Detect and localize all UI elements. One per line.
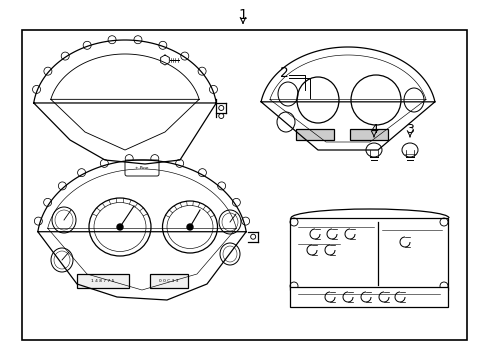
FancyBboxPatch shape <box>295 129 333 140</box>
FancyBboxPatch shape <box>150 274 187 288</box>
FancyBboxPatch shape <box>125 160 159 176</box>
Circle shape <box>117 224 123 230</box>
Text: 3: 3 <box>405 122 413 135</box>
Text: 0 0 C 3 3: 0 0 C 3 3 <box>159 279 179 283</box>
FancyBboxPatch shape <box>349 129 387 140</box>
Text: 1: 1 <box>238 8 247 22</box>
Text: 2: 2 <box>279 66 288 80</box>
FancyBboxPatch shape <box>289 287 447 307</box>
Text: 4: 4 <box>369 122 377 135</box>
Circle shape <box>186 224 193 230</box>
FancyBboxPatch shape <box>289 218 447 290</box>
Text: 1 4 8 7 7 5: 1 4 8 7 7 5 <box>91 279 115 283</box>
FancyBboxPatch shape <box>22 30 466 340</box>
Text: + Pine: + Pine <box>135 166 148 170</box>
FancyBboxPatch shape <box>77 274 129 288</box>
